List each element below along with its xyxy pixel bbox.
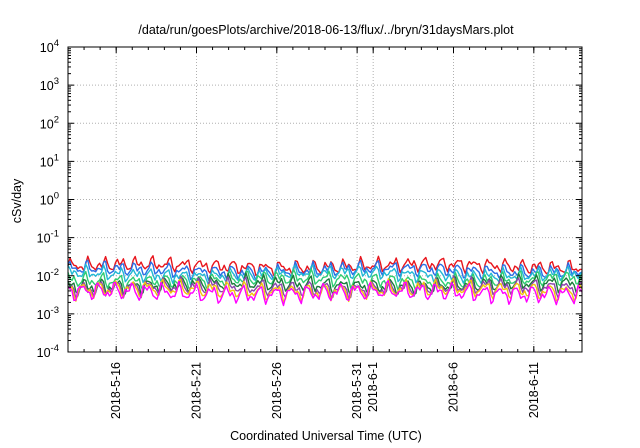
y-tick-label: 101 xyxy=(40,152,59,169)
y-tick-label: 10-4 xyxy=(37,343,59,360)
x-tick-label: 2018-5-26 xyxy=(270,362,284,419)
y-tick-label: 10-1 xyxy=(37,229,59,246)
x-tick-label: 2018-5-16 xyxy=(109,362,123,419)
y-tick-label: 10-3 xyxy=(37,305,59,322)
series-layer xyxy=(67,255,583,307)
y-tick-label: 100 xyxy=(40,191,59,208)
x-axis: 2018-5-16 2018-5-21 2018-5-26 2018-5-31 2018… xyxy=(67,47,583,419)
plot-frame xyxy=(67,46,583,353)
y-tick-label: 103 xyxy=(40,76,59,93)
series-line xyxy=(67,277,583,303)
series-line xyxy=(67,259,583,282)
y-tick-label: 10-2 xyxy=(37,267,59,284)
x-tick-label: 2018-6-1 xyxy=(366,362,380,412)
chart-title: /data/run/goesPlots/archive/2018-06-13/f… xyxy=(138,23,514,37)
grid xyxy=(68,47,582,352)
x-tick-label: 2018-6-6 xyxy=(447,362,461,412)
y-tick-label: 104 xyxy=(40,38,59,55)
y-axis-label: cSv/day xyxy=(10,178,24,223)
series-line xyxy=(67,255,582,277)
y-axis: 10-4 10-3 10-2 10-1 100 101 102 103 104 xyxy=(37,38,582,360)
series-line xyxy=(67,263,583,286)
x-tick-label: 2018-5-21 xyxy=(190,362,204,419)
x-tick-label: 2018-5-31 xyxy=(350,362,364,419)
x-axis-label: Coordinated Universal Time (UTC) xyxy=(230,429,422,443)
series-line xyxy=(67,280,583,307)
y-tick-label: 102 xyxy=(40,114,59,131)
series-line xyxy=(67,268,583,292)
x-tick-label: 2018-6-11 xyxy=(527,362,541,418)
